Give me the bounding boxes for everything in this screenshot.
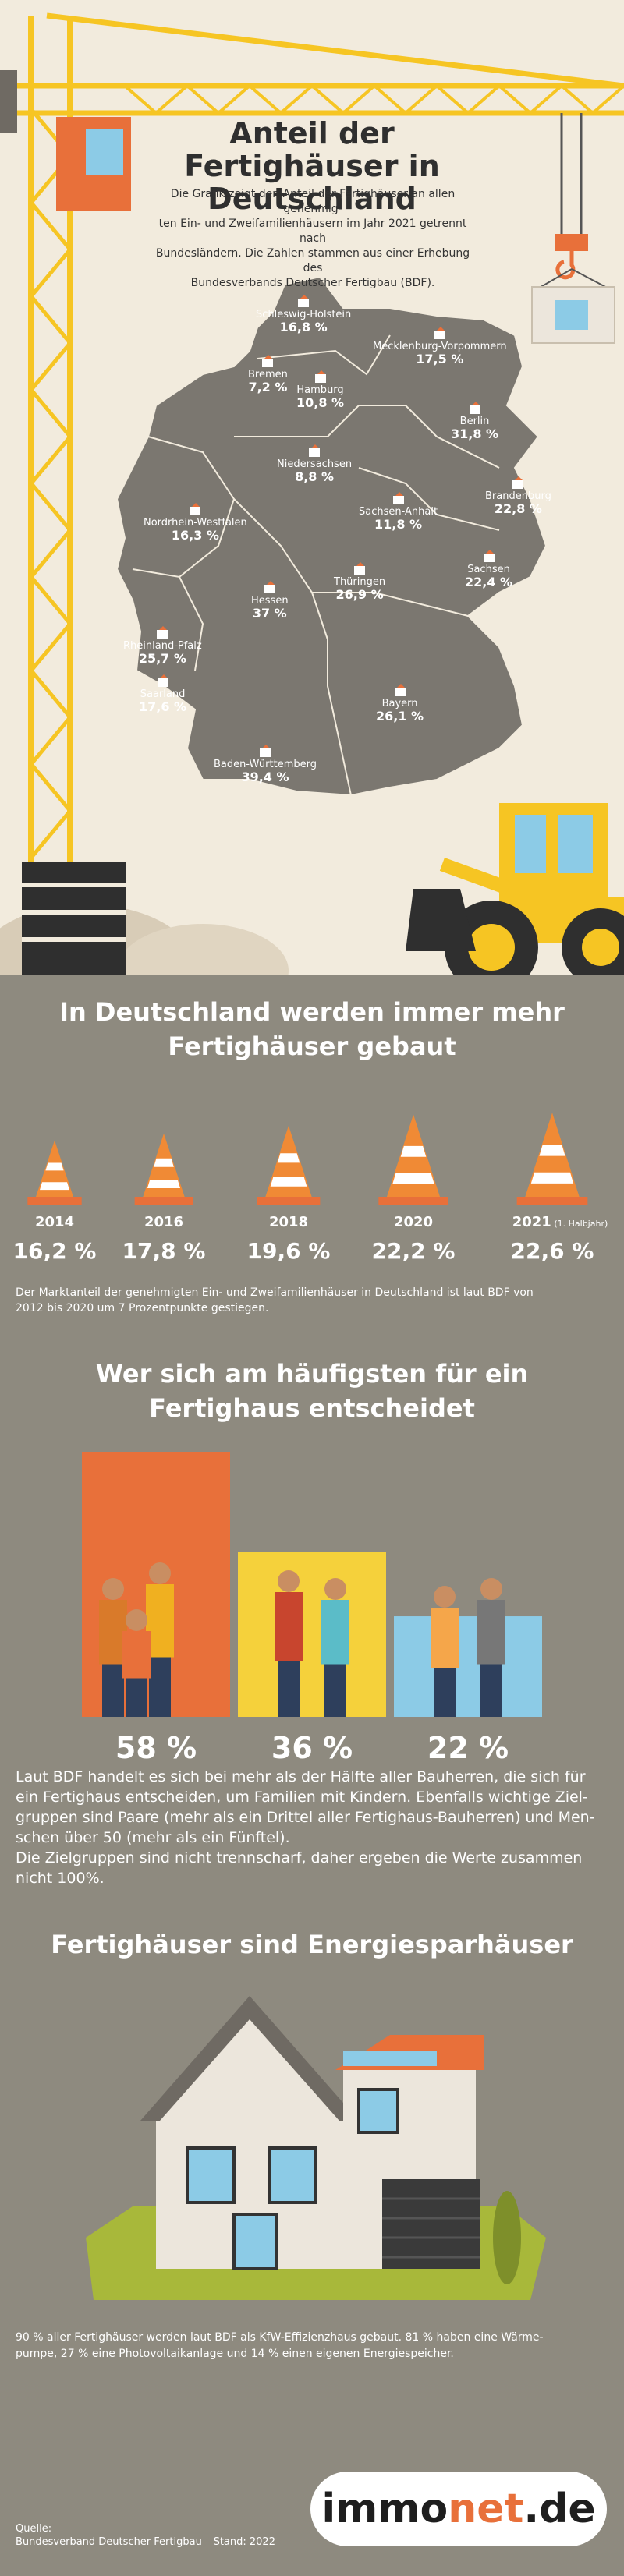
page-title: Anteil der Fertighäuser in Deutschland	[184, 116, 440, 216]
state-label-nordrhein-westfalen: Nordrhein-Westfalen 16,3 %	[144, 503, 247, 542]
house-icon	[469, 402, 480, 414]
buyer-bar-3	[394, 1616, 542, 1717]
cone-year-label: 2021 (1. Halbjahr)	[512, 1214, 608, 1230]
state-label-bayern: Bayern 26,1 %	[376, 684, 424, 723]
cone-mark-2018	[257, 1125, 321, 1205]
cone-mark-2016	[134, 1133, 193, 1205]
house-icon	[512, 476, 524, 489]
cone-mark-2020	[378, 1114, 448, 1205]
house-illustration	[86, 1996, 546, 2300]
cone-mark-2021	[516, 1113, 588, 1205]
people-icon	[99, 1562, 174, 1717]
buyers-paragraph: Laut BDF handelt es sich bei mehr als de…	[16, 1768, 595, 1887]
cone-year-label: 2014	[34, 1214, 75, 1230]
cone-value-label: 22,2 %	[371, 1238, 456, 1264]
map-section: Anteil der Fertighäuser in Deutschland D…	[0, 0, 624, 975]
cone-value-label: 17,8 %	[122, 1238, 206, 1264]
energy-heading: Fertighäuser sind Energiesparhäuser	[51, 1930, 573, 1959]
intro-text: Die Grafik zeigt den Anteil der Fertighä…	[155, 188, 470, 289]
house-icon	[434, 327, 445, 339]
energy-note: 90 % aller Fertighäuser werden laut BDF …	[16, 2331, 544, 2360]
people-icon	[275, 1570, 349, 1717]
house-icon	[260, 745, 271, 757]
germany-map	[115, 275, 548, 797]
house-icon	[157, 626, 168, 639]
cone-value-label: 16,2 %	[12, 1238, 97, 1264]
house-icon	[309, 444, 321, 457]
state-label-thueringen: Thüringen 26,9 %	[334, 562, 385, 601]
house-icon	[392, 492, 404, 504]
house-icon	[190, 503, 201, 515]
trend-note: Der Marktanteil der genehmigten Ein- und…	[16, 1286, 534, 1315]
buyers-heading: Wer sich am häufigsten für ein Fertighau…	[95, 1359, 529, 1423]
cone-year-label: 2018	[268, 1214, 309, 1230]
buyer-bar-chart	[82, 1452, 542, 1717]
half-year-note: (1. Halbjahr)	[551, 1219, 608, 1229]
state-label-sachsen: Sachsen 22,4 %	[465, 550, 512, 589]
state-label-hessen: Hessen 37 %	[251, 581, 289, 620]
state-label-mecklenburg-vorpommern: Mecklenburg-Vorpommern 17,5 %	[373, 327, 507, 366]
state-label-schleswig-holstein: Schleswig-Holstein 16,8 %	[256, 295, 351, 334]
cone-value-label: 19,6 %	[246, 1238, 331, 1264]
state-label-niedersachsen: Niedersachsen 8,8 %	[277, 444, 352, 483]
state-label-baden-wuerttemberg: Baden-Württemberg 39,4 %	[214, 745, 317, 784]
stats-section	[0, 975, 624, 2576]
cone-chart	[27, 1113, 588, 1205]
state-label-bremen: Bremen 7,2 %	[248, 355, 288, 394]
people-icon	[431, 1578, 505, 1717]
house-icon	[262, 355, 274, 367]
crane-illustration	[0, 12, 624, 975]
immonet-logo[interactable]: immonet.de	[310, 2472, 607, 2546]
state-label-berlin: Berlin 31,8 %	[451, 402, 498, 441]
house-icon	[354, 562, 366, 575]
cone-year-label: 2020	[393, 1214, 434, 1230]
source-note: Quelle: Bundesverband Deutscher Fertigba…	[16, 2523, 275, 2548]
house-icon	[157, 674, 168, 687]
house-icon	[314, 370, 326, 383]
house-icon	[298, 295, 310, 307]
cone-mark-2014	[27, 1140, 82, 1205]
buyer-bar-value-label: 22 %	[427, 1731, 509, 1765]
house-icon	[264, 581, 275, 593]
state-label-saarland: Saarland 17,6 %	[139, 674, 186, 713]
state-label-rheinland-pfalz: Rheinland-Pfalz 25,7 %	[123, 626, 202, 665]
state-label-sachsen-anhalt: Sachsen-Anhalt 11,8 %	[359, 492, 438, 531]
cone-year-label: 2016	[144, 1214, 184, 1230]
cone-value-label: 22,6 %	[510, 1238, 594, 1264]
trend-heading: In Deutschland werden immer mehr Fertigh…	[59, 997, 565, 1061]
house-icon	[394, 684, 406, 696]
state-label-hamburg: Hamburg 10,8 %	[296, 370, 344, 409]
buyer-bar-value-label: 36 %	[271, 1731, 353, 1765]
buyer-bar-2	[238, 1552, 386, 1717]
buyer-bar-value-label: 58 %	[115, 1731, 197, 1765]
state-label-brandenburg: Brandenburg 22,8 %	[485, 476, 551, 515]
house-icon	[483, 550, 495, 562]
